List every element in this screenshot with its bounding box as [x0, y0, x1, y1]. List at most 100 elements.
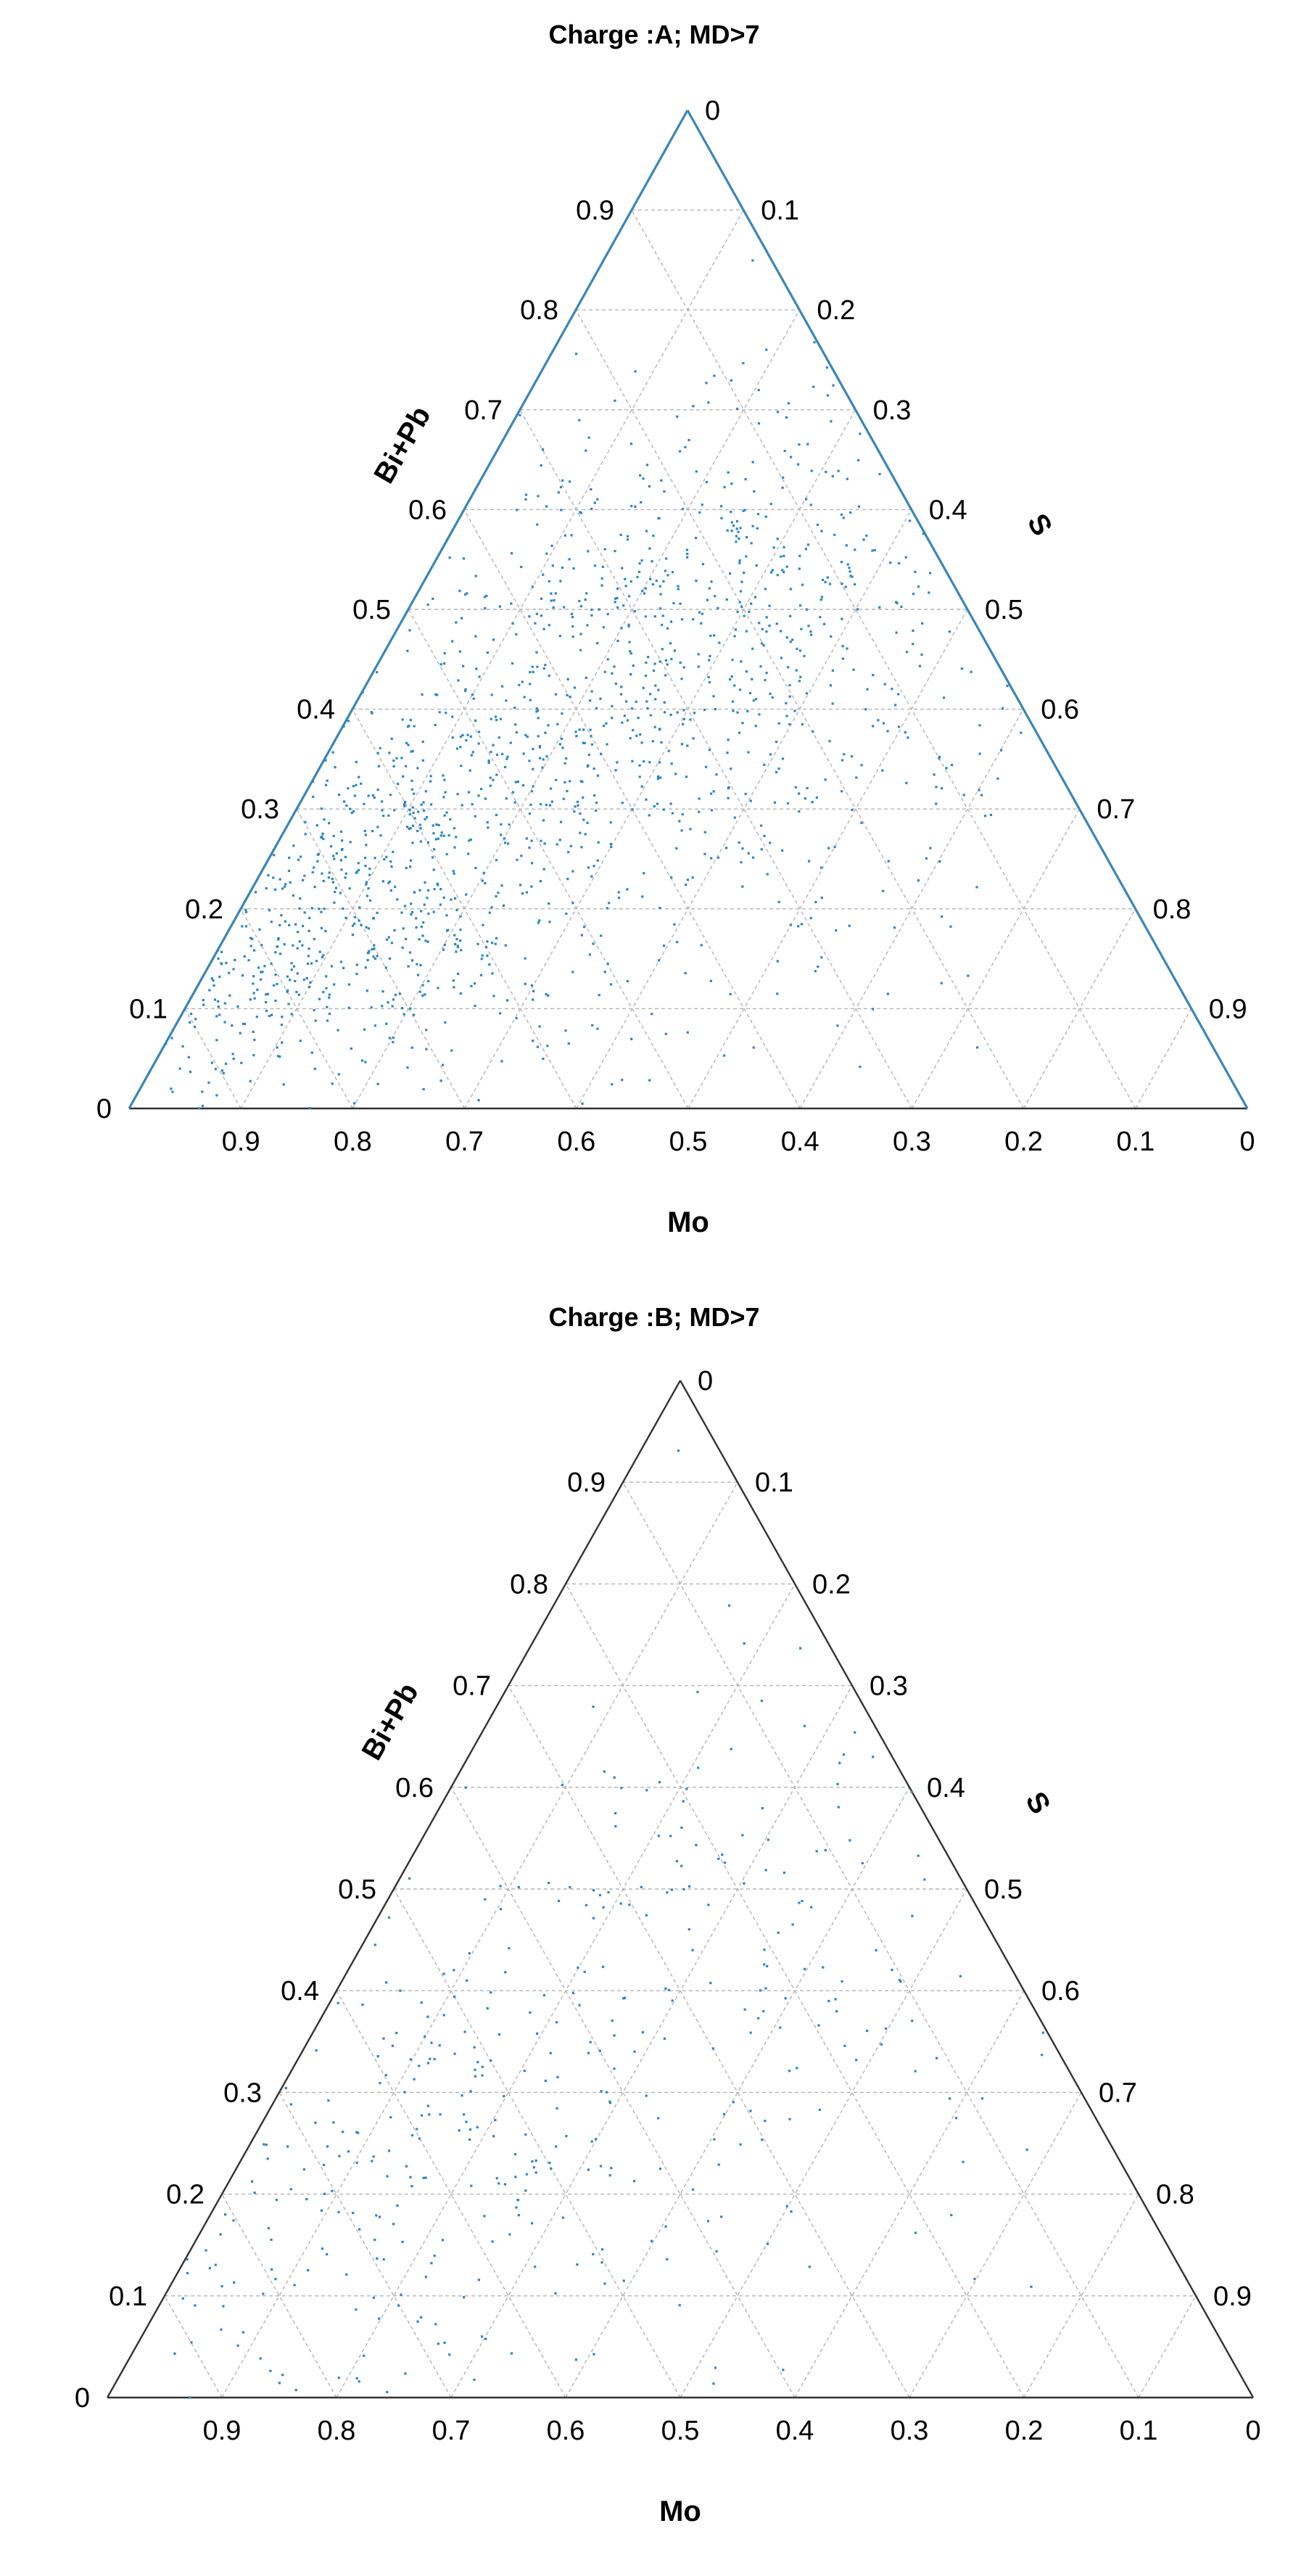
data-point	[459, 939, 462, 942]
data-point	[299, 897, 302, 900]
data-point	[490, 1991, 492, 1994]
data-point	[474, 635, 477, 638]
data-point	[980, 2097, 984, 2100]
data-point	[367, 794, 370, 797]
data-point	[834, 1998, 837, 2001]
data-point	[978, 752, 981, 755]
data-point	[286, 989, 289, 992]
data-point	[840, 513, 843, 516]
data-point	[645, 700, 648, 703]
data-point	[387, 1001, 389, 1004]
data-point	[420, 2316, 423, 2319]
data-point	[569, 696, 571, 699]
data-point	[644, 615, 647, 618]
data-point	[338, 794, 341, 797]
data-point	[720, 517, 723, 519]
data-point	[556, 723, 559, 725]
data-point	[561, 1784, 563, 1787]
data-point	[530, 839, 533, 842]
data-point	[600, 584, 603, 587]
data-point	[950, 2213, 953, 2217]
data-point	[621, 1079, 624, 1082]
data-point	[531, 665, 534, 668]
data-point	[587, 2052, 590, 2054]
data-point	[768, 604, 771, 607]
data-point	[682, 666, 685, 669]
data-point	[804, 548, 807, 551]
data-point	[416, 829, 419, 833]
data-point	[904, 731, 907, 734]
grid-line	[450, 1685, 853, 2398]
data-point	[479, 974, 483, 976]
data-point	[895, 631, 898, 634]
data-point	[481, 2335, 484, 2338]
data-point	[626, 979, 629, 983]
data-point	[328, 993, 331, 996]
data-point	[914, 570, 917, 573]
data-point	[281, 887, 284, 890]
data-point	[313, 1009, 315, 1012]
data-point	[281, 2374, 284, 2377]
data-point	[407, 744, 410, 746]
data-point	[373, 944, 376, 947]
data-point	[866, 688, 869, 691]
data-point	[709, 1981, 712, 1985]
data-point	[682, 1888, 685, 1890]
data-point	[685, 775, 688, 778]
data-point	[394, 885, 397, 889]
data-point	[451, 736, 454, 739]
data-point	[410, 2185, 413, 2188]
data-point	[148, 1071, 151, 1074]
tick-label: 0	[75, 2383, 90, 2414]
data-point	[584, 598, 587, 601]
data-point	[443, 778, 446, 781]
data-point	[385, 1981, 388, 1984]
data-point	[550, 2167, 553, 2170]
data-point	[315, 824, 318, 827]
data-point	[274, 951, 277, 954]
data-point	[320, 2209, 323, 2212]
data-point	[474, 867, 477, 870]
data-point	[720, 2215, 723, 2218]
data-point	[292, 844, 295, 847]
data-point	[468, 1952, 471, 1955]
data-point	[691, 2188, 695, 2191]
data-point	[386, 2390, 389, 2394]
data-point	[406, 649, 409, 652]
data-point	[339, 859, 342, 862]
data-point	[730, 768, 732, 770]
data-point	[347, 787, 350, 790]
data-point	[232, 2219, 235, 2222]
data-point	[835, 929, 838, 932]
data-point	[545, 803, 548, 807]
data-point	[364, 865, 367, 868]
tick-label: 0.5	[985, 595, 1023, 625]
data-point	[424, 2276, 427, 2279]
data-point	[606, 907, 608, 910]
data-point	[437, 823, 440, 826]
data-point	[495, 753, 499, 756]
data-point	[880, 2043, 883, 2046]
data-point	[453, 872, 455, 875]
data-point	[769, 692, 772, 695]
data-point	[257, 966, 260, 969]
data-point	[817, 966, 819, 968]
data-point	[662, 808, 665, 811]
data-point	[592, 768, 595, 770]
data-point	[750, 542, 753, 545]
grid-line	[393, 1888, 681, 2398]
data-point	[477, 794, 480, 797]
data-point	[513, 2153, 517, 2156]
data-point	[676, 941, 679, 944]
data-point	[619, 693, 623, 696]
data-point	[433, 848, 436, 851]
data-point	[842, 1753, 845, 1756]
data-point	[586, 624, 589, 627]
data-point	[253, 949, 256, 952]
data-point	[599, 2165, 603, 2168]
data-point	[756, 527, 759, 530]
data-point	[622, 2279, 625, 2282]
data-point	[501, 752, 504, 755]
data-point	[787, 402, 790, 405]
data-point	[430, 803, 433, 806]
